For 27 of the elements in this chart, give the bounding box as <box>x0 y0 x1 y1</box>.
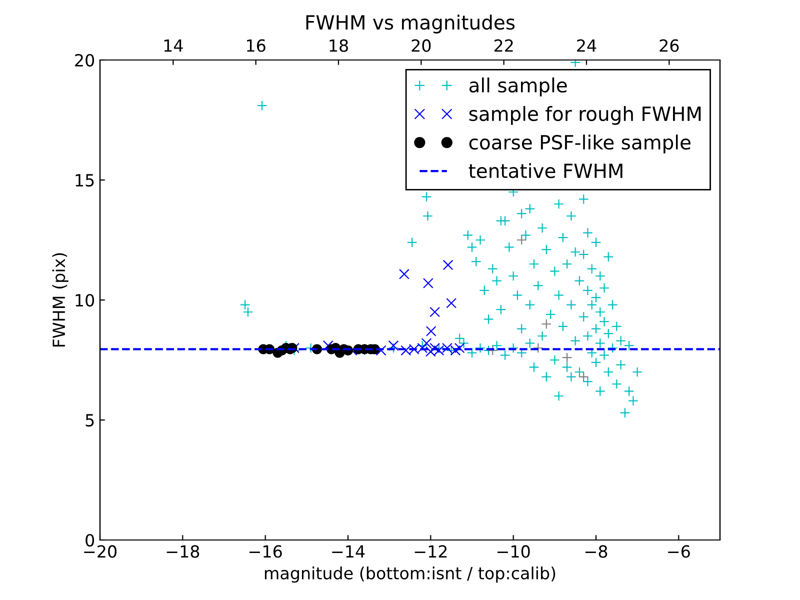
x2-tick-label: 22 <box>494 39 513 52</box>
x-tick-label: −8 <box>585 545 608 558</box>
y-tick-label: 10 <box>76 294 94 307</box>
x-tick-label: −16 <box>250 545 282 558</box>
x-tick-label: −12 <box>414 545 447 558</box>
x2-tick-label: 24 <box>577 39 596 52</box>
y-tick-label: 0 <box>86 534 94 547</box>
x2-tick-label: 26 <box>660 39 679 52</box>
legend-label: tentative FWHM <box>468 163 622 178</box>
x2-tick-label: 14 <box>164 40 183 52</box>
x2-tick-label: 18 <box>330 39 348 52</box>
x-tick-label: −6 <box>668 545 690 558</box>
chart-title: FWHM vs magnitudes <box>306 14 515 34</box>
legend-label: all sample <box>469 78 567 96</box>
y-tick-label: 5 <box>86 414 94 427</box>
x2-tick-label: 16 <box>247 39 266 52</box>
y-tick-label: 20 <box>75 54 94 67</box>
y-axis-title: FWHM (pix) <box>52 253 68 347</box>
x-tick-label: −14 <box>332 545 365 558</box>
legend-label: coarse PSF-like sample <box>469 134 690 154</box>
y-tick-label: 15 <box>76 174 94 187</box>
legend-label: sample for rough FWHM <box>469 106 701 125</box>
x-tick-label: −20 <box>84 545 116 558</box>
x-tick-label: −18 <box>166 545 200 558</box>
x-axis-title: magnitude (bottom:isnt / top:calib) <box>264 566 556 583</box>
x2-tick-label: 20 <box>412 39 431 52</box>
x-tick-label: −10 <box>498 545 530 558</box>
